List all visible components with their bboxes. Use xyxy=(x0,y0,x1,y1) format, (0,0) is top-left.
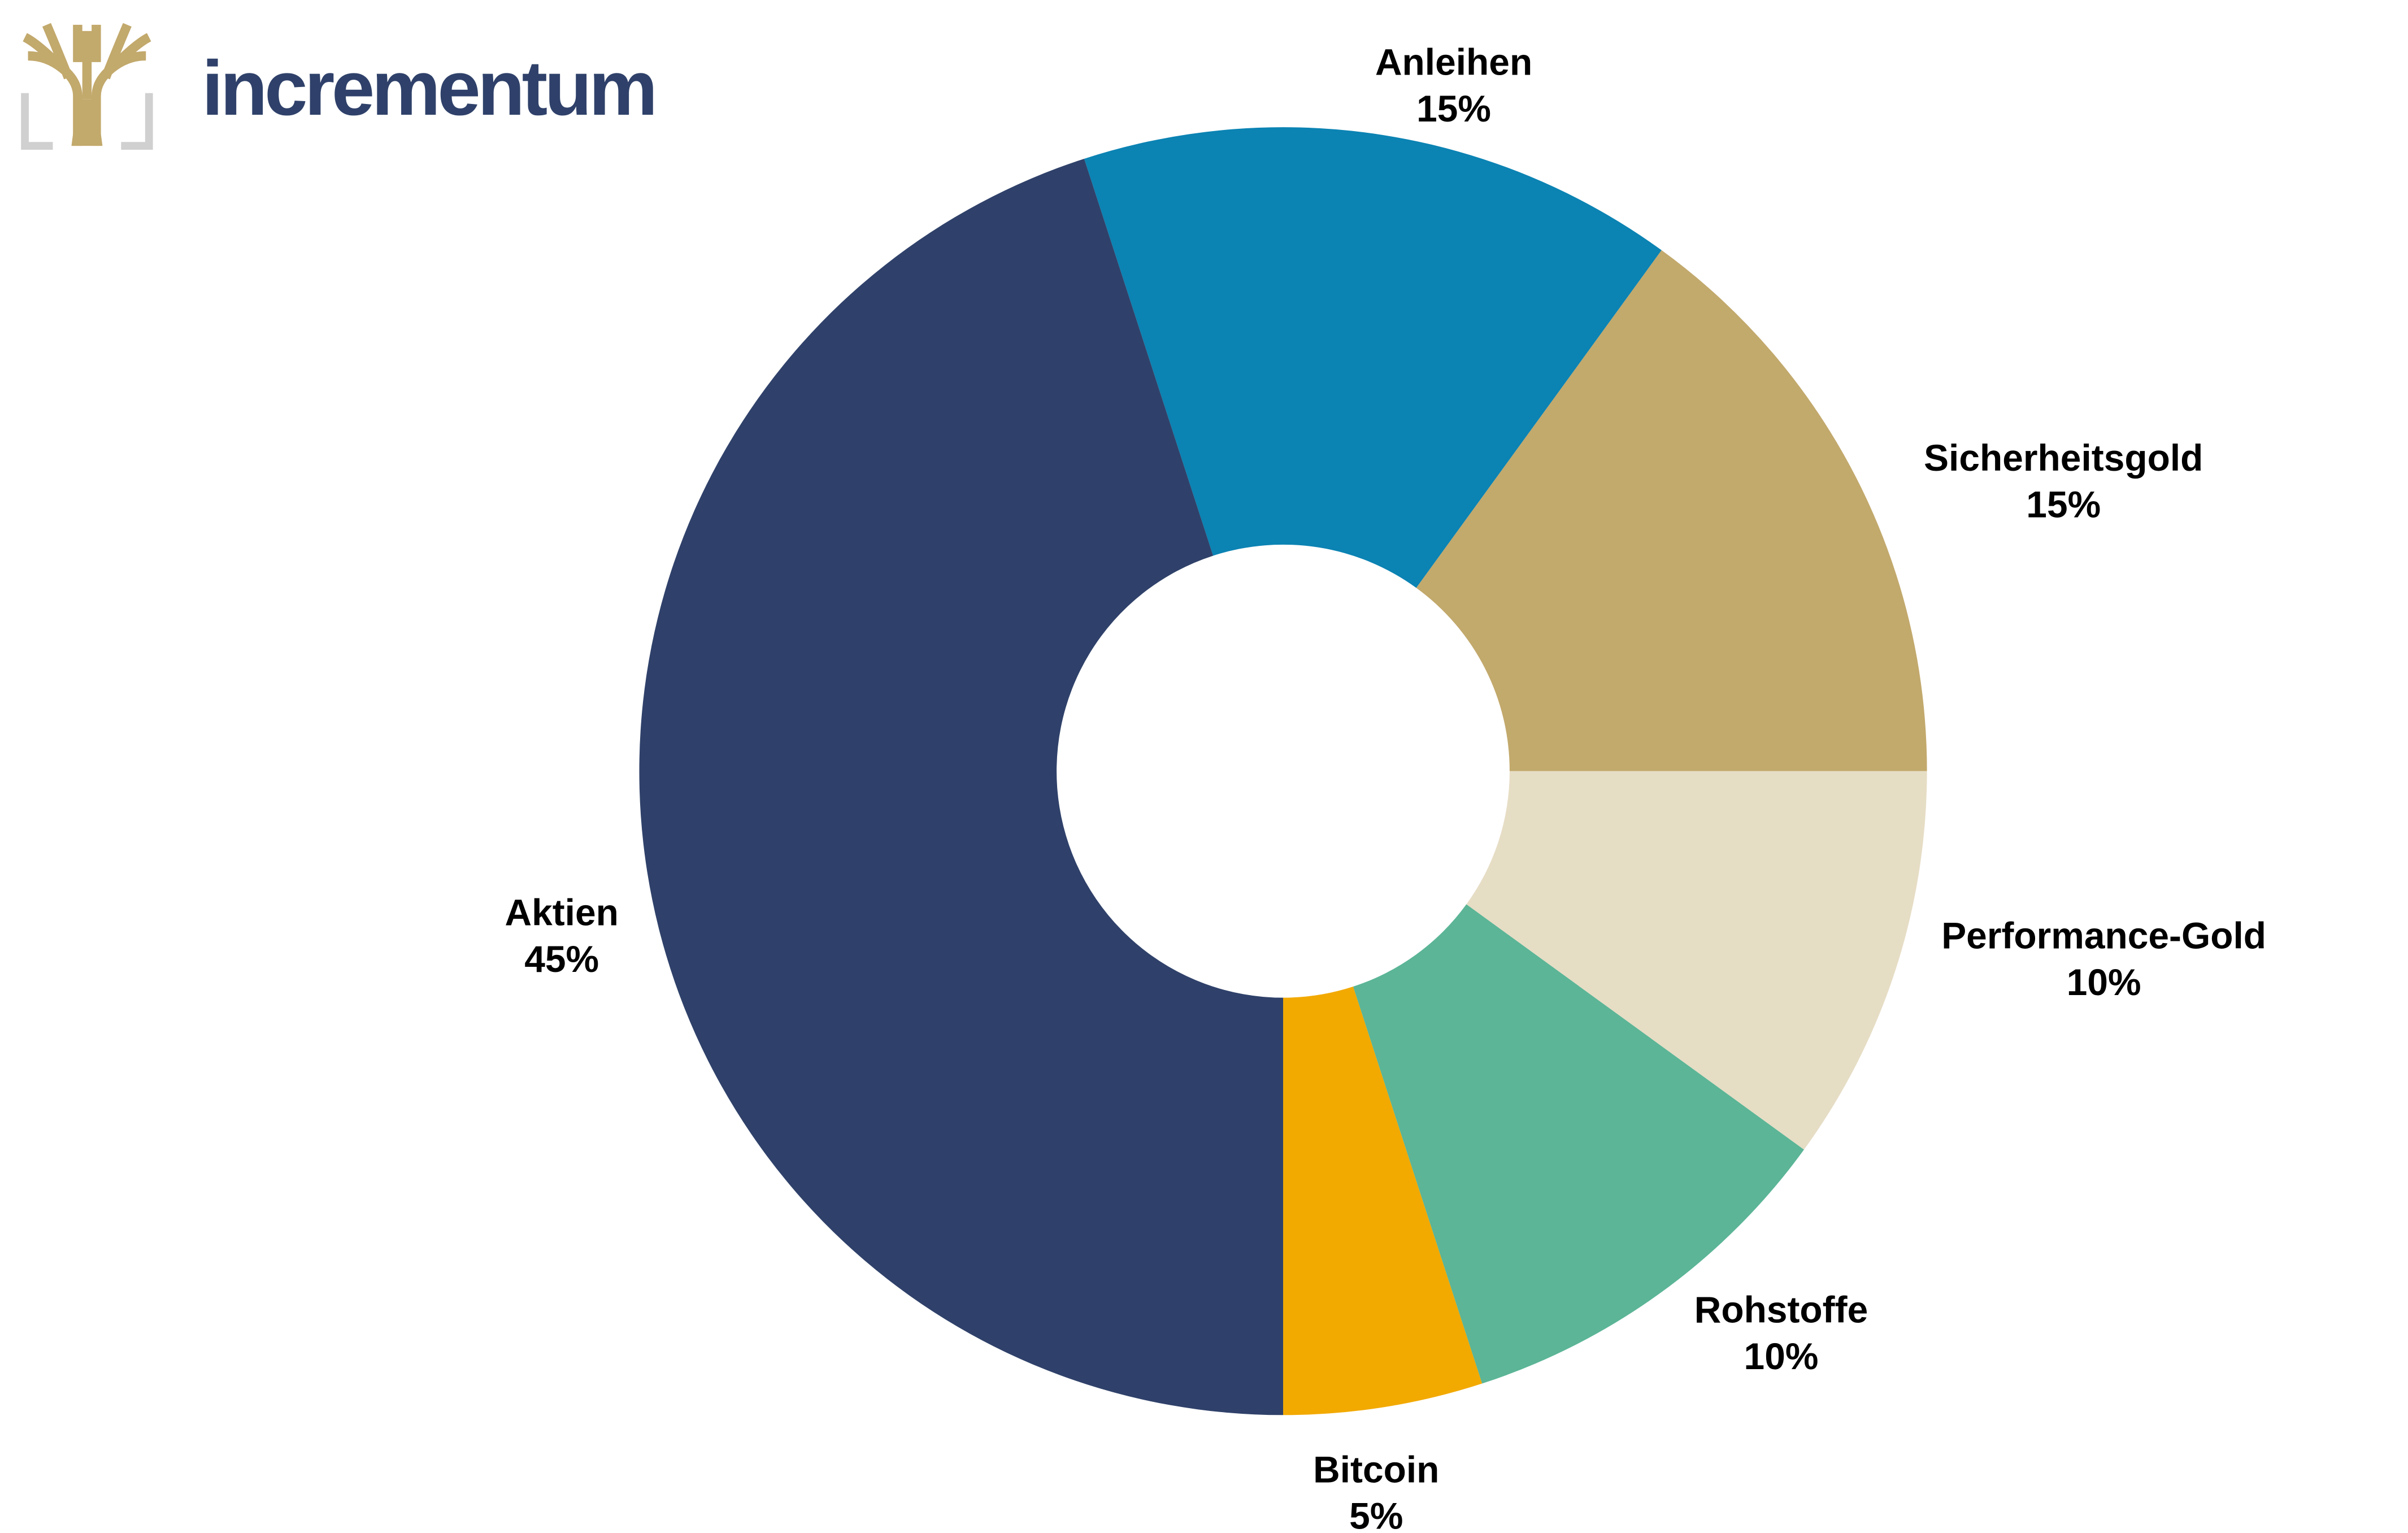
segment-label: Bitcoin xyxy=(1313,1448,1439,1490)
segment-value-label: 10% xyxy=(1744,1335,1819,1377)
segment-label: Performance-Gold xyxy=(1941,915,2266,957)
logo-icon xyxy=(21,23,153,150)
segment-label: Aktien xyxy=(505,892,618,933)
segment-label: Anleihen xyxy=(1375,41,1532,83)
segment-value-label: 5% xyxy=(1349,1495,1403,1533)
donut-segment xyxy=(639,158,1284,1415)
segment-label: Rohstoffe xyxy=(1694,1288,1868,1330)
donut-segment xyxy=(1466,771,1927,1150)
segment-value-label: 10% xyxy=(2067,961,2141,1003)
segment-label: Sicherheitsgold xyxy=(1924,437,2203,479)
donut-segment xyxy=(1353,904,1804,1384)
segment-value-label: 45% xyxy=(524,938,599,980)
donut-segment xyxy=(1416,250,1927,771)
segment-value-label: 15% xyxy=(2026,483,2101,525)
logo-text: incrementum xyxy=(202,45,655,132)
segment-value-label: 15% xyxy=(1416,88,1491,129)
donut-segment xyxy=(1084,127,1662,588)
donut-segment xyxy=(1283,987,1483,1415)
